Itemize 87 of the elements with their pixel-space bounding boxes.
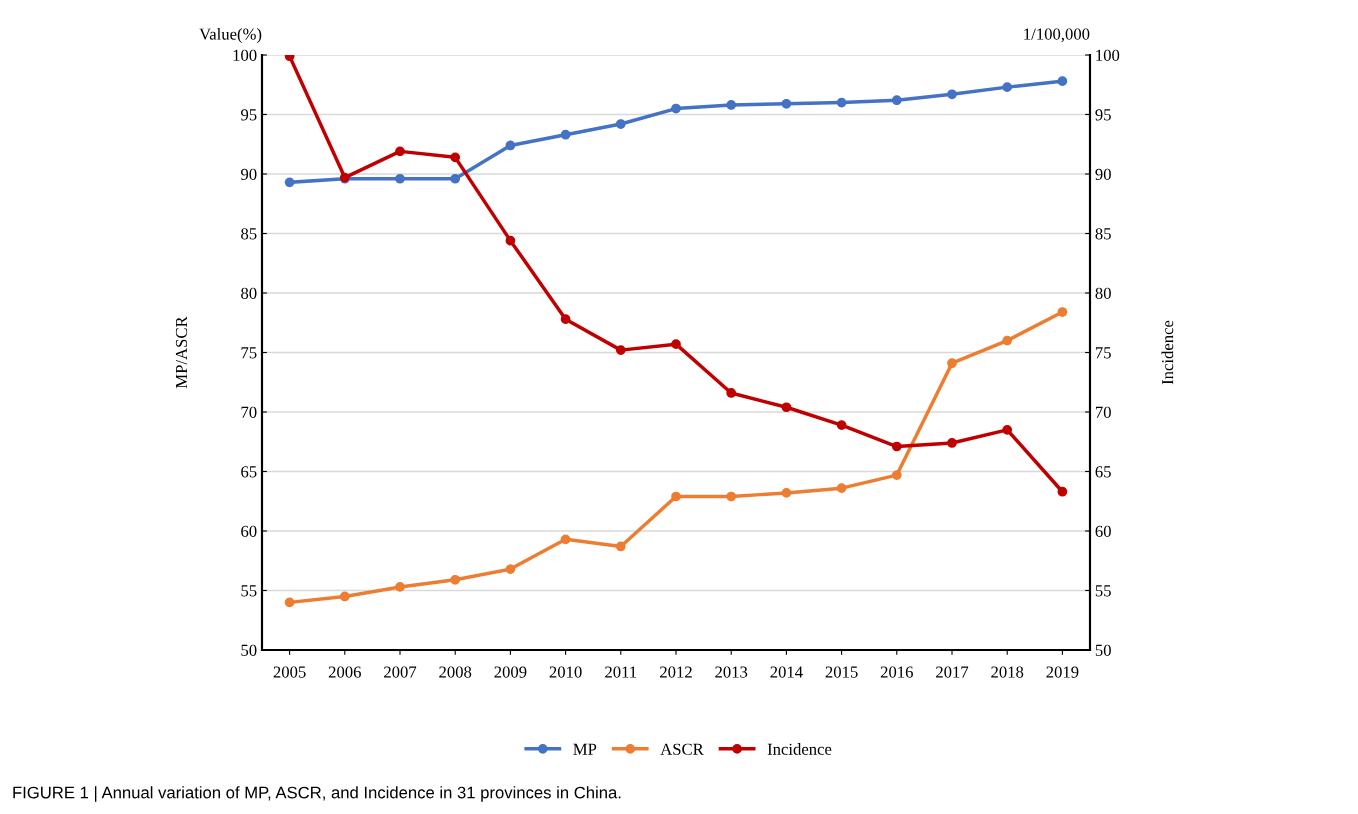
y-tick-label: 75 — [241, 347, 257, 359]
y-tick-label: 60 — [241, 525, 257, 537]
point — [615, 345, 626, 355]
y2-tick-label: 85 — [1095, 228, 1111, 240]
x-tick-label: 2015 — [825, 666, 858, 678]
x-tick-label: 2016 — [880, 666, 913, 678]
y-tick-label: 55 — [241, 585, 257, 597]
point — [671, 339, 681, 350]
point — [891, 441, 902, 452]
legend-label: Incidence — [767, 743, 832, 755]
y2-tick-label: 90 — [1095, 168, 1111, 180]
y2-tick-label: 65 — [1095, 466, 1111, 478]
point — [615, 541, 626, 552]
x-tick-label: 2019 — [1046, 666, 1079, 678]
y-tick-label: 100 — [233, 49, 257, 61]
point — [505, 235, 516, 246]
y-tick-label: 50 — [241, 644, 257, 656]
point — [615, 119, 626, 129]
x-tick-label: 2010 — [549, 666, 582, 678]
point — [1002, 335, 1013, 346]
point — [781, 402, 792, 413]
y2-tick-label: 100 — [1096, 49, 1120, 61]
y-tick-label: 65 — [241, 466, 257, 478]
y-tick-label: 70 — [241, 406, 257, 418]
point — [947, 438, 957, 448]
point — [947, 89, 957, 100]
point — [560, 314, 571, 325]
x-tick-label: 2006 — [328, 666, 361, 678]
point — [726, 491, 737, 502]
x-tick-label: 2018 — [991, 666, 1024, 678]
point — [836, 97, 847, 108]
legend-label: MP — [573, 743, 597, 755]
point — [505, 564, 516, 574]
y-tick-label: 85 — [241, 228, 257, 240]
y-tick-label: 90 — [241, 168, 257, 180]
x-tick-label: 2014 — [770, 666, 803, 678]
point — [339, 591, 350, 602]
x-tick-label: 2005 — [273, 666, 306, 678]
point — [505, 140, 516, 151]
point — [395, 582, 405, 592]
point — [891, 470, 902, 480]
y2-tick-label: 50 — [1095, 644, 1111, 656]
point — [671, 103, 681, 114]
text: Value(%) — [199, 27, 262, 44]
point — [891, 95, 902, 106]
point — [450, 173, 461, 184]
point — [781, 488, 792, 498]
x-tick-label: 2012 — [660, 666, 692, 678]
y-tick-label: 95 — [241, 109, 257, 121]
y2-tick-label: 80 — [1095, 287, 1111, 299]
point — [395, 173, 405, 184]
point — [1057, 307, 1068, 317]
point — [284, 597, 295, 608]
x-tick-label: 2009 — [494, 666, 527, 678]
y2-tick-label: 55 — [1095, 585, 1111, 597]
point — [1002, 424, 1013, 435]
point — [836, 420, 847, 430]
text: 1/100,000 — [1024, 28, 1090, 43]
point — [560, 534, 571, 545]
point — [671, 491, 681, 502]
legend-label: ASCR — [660, 743, 704, 755]
point — [947, 358, 957, 369]
point — [726, 100, 737, 110]
x-tick-label: 2008 — [439, 666, 472, 678]
x-tick-label: 2013 — [715, 666, 748, 678]
point — [1057, 76, 1068, 87]
caption: FIGURE 1 | Annual variation of MP, ASCR, and Incidence in 31 provinces in China. — [13, 786, 621, 802]
x-tick-label: 2017 — [936, 666, 969, 678]
point — [1057, 486, 1068, 497]
point — [1002, 82, 1013, 92]
point — [836, 483, 847, 494]
point — [560, 129, 571, 140]
y2-tick-label: 60 — [1095, 525, 1111, 537]
x-tick-label: 2011 — [605, 666, 637, 678]
point — [395, 146, 405, 157]
point — [450, 574, 461, 585]
y2-axis-title: Incidence — [1161, 320, 1174, 385]
y2-tick-label: 95 — [1095, 109, 1111, 121]
y2-tick-label: 75 — [1095, 347, 1111, 359]
point — [450, 152, 461, 163]
y-tick-label: 80 — [241, 287, 257, 299]
x-tick-label: 2007 — [384, 666, 417, 678]
y-axis-title: MP/ASCR — [175, 316, 188, 389]
y2-tick-label: 70 — [1095, 406, 1111, 418]
point — [726, 388, 737, 398]
point — [284, 177, 295, 188]
point — [781, 98, 792, 109]
